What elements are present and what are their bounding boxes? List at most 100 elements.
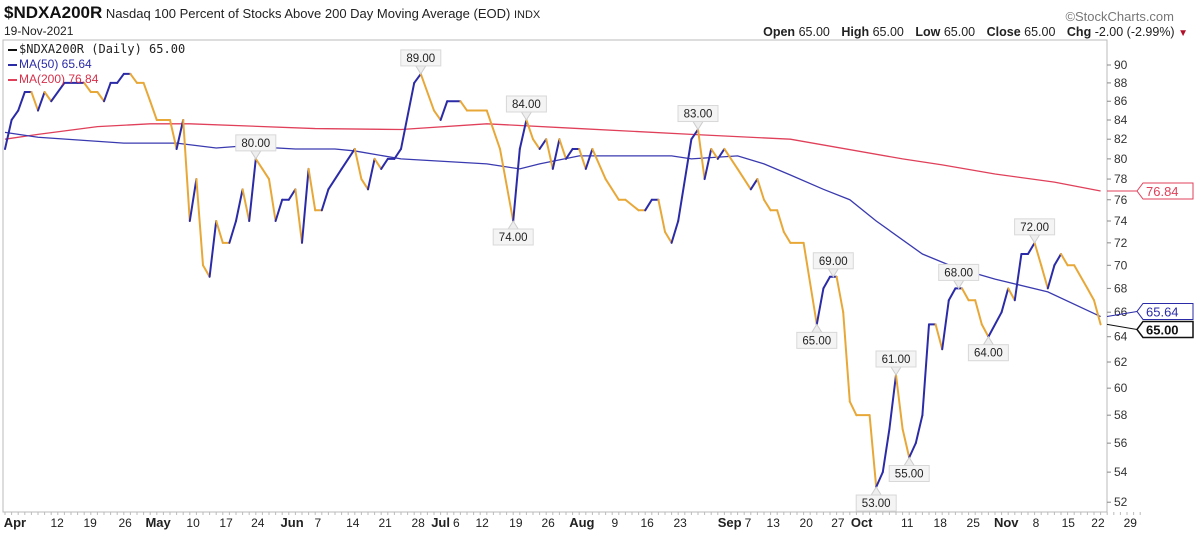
price-segment [710, 147, 719, 160]
annotation-box [492, 228, 534, 246]
annotation-label: 65.00 [802, 335, 831, 347]
legend-ma50: MA(50) 65.64 [8, 57, 185, 72]
annotation-label: 69.00 [819, 256, 848, 268]
price-segment [802, 241, 818, 326]
ma50-line [4, 131, 1101, 318]
legend-ma50-label: MA(50) 65.64 [19, 57, 92, 71]
price-segment [1073, 264, 1089, 290]
x-tick-label: 19 [83, 516, 97, 530]
symbol: $NDXA200R [4, 3, 103, 22]
price-segment [367, 157, 376, 191]
price-segment [43, 91, 53, 103]
y-tick-label: 74 [1114, 214, 1128, 228]
x-tick-label: 21 [378, 516, 392, 530]
x-tick-label: 14 [346, 516, 360, 530]
chart-date: 19-Nov-2021 [4, 24, 74, 38]
price-segment [565, 147, 574, 160]
price-segment [287, 188, 297, 201]
price-segment [941, 299, 950, 351]
price-segment [17, 91, 26, 112]
axis-value-badge [1136, 320, 1194, 339]
price-segment [10, 109, 20, 121]
annotation-box [875, 350, 917, 368]
price-segment [716, 147, 726, 160]
x-tick-label: 25 [967, 516, 981, 530]
x-tick-label: Jun [281, 515, 304, 530]
axis-value-badge-leader [1106, 323, 1138, 330]
x-tick-label: 6 [453, 516, 460, 530]
price-segment [664, 230, 673, 244]
x-tick-label: 29 [1124, 516, 1138, 530]
y-tick-label: 54 [1114, 465, 1128, 479]
price-segment [1013, 252, 1023, 302]
price-segment [914, 414, 924, 445]
price-segment [320, 188, 330, 212]
price-segment [697, 128, 706, 181]
annotation-box [855, 494, 897, 512]
x-tick-label: 9 [611, 516, 618, 530]
price-segment [908, 442, 917, 459]
price-segment [624, 198, 640, 212]
x-tick-label: Sep [718, 515, 742, 530]
price-segment [980, 323, 990, 338]
y-tick-label: 62 [1114, 355, 1128, 369]
axis-value-badge [1136, 182, 1194, 200]
annotation-box [967, 344, 1009, 362]
price-segment [235, 188, 244, 223]
price-segment [103, 81, 112, 103]
price-segment [835, 275, 845, 314]
y-tick-label: 68 [1114, 281, 1128, 295]
price-segment [274, 198, 284, 223]
price-segment [228, 220, 237, 244]
price-segment [749, 178, 759, 191]
annotation-label: 89.00 [406, 53, 435, 65]
x-tick-label: 15 [1062, 516, 1076, 530]
low-value: 65.00 [943, 25, 976, 39]
x-tick-label: Oct [851, 515, 873, 530]
x-tick-label: 19 [509, 516, 523, 530]
price-segment [96, 91, 105, 103]
high-value: 65.00 [872, 25, 904, 39]
stockcharts-logo[interactable]: ©StockCharts.com [1065, 9, 1174, 24]
x-tick-label: 12 [476, 516, 490, 530]
chart-legend: $NDXA200R (Daily) 65.00 MA(50) 65.64 MA(… [8, 42, 185, 87]
y-tick-label: 84 [1114, 113, 1128, 127]
x-tick-label: 26 [542, 516, 556, 530]
y-tick-label: 90 [1114, 58, 1128, 72]
legend-ma200: MA(200) 76.84 [8, 72, 185, 87]
price-segment [1093, 299, 1102, 326]
y-tick-label: 80 [1114, 152, 1128, 166]
price-segment [677, 138, 693, 223]
price-segment [248, 157, 257, 223]
price-segment [340, 147, 356, 170]
annotation-label: 74.00 [499, 232, 528, 244]
price-segment [268, 178, 277, 223]
open-label: Open [763, 25, 796, 39]
y-tick-label: 56 [1114, 436, 1128, 450]
price-segment [875, 471, 884, 489]
price-segment [182, 118, 191, 223]
price-segment [459, 100, 468, 112]
x-tick-label: Aug [569, 515, 594, 530]
price-segment [551, 138, 561, 170]
chg-value: -2.00 (-2.99%) [1094, 25, 1175, 39]
price-segment [723, 147, 739, 170]
annotation-label: 64.00 [974, 348, 1003, 360]
price-segment [83, 81, 92, 94]
annotation-box [677, 105, 719, 123]
y-tick-label: 58 [1114, 408, 1128, 422]
price-segment [307, 167, 317, 212]
price-segment [822, 275, 831, 290]
price-segment [901, 428, 911, 459]
price-segment [413, 72, 422, 84]
price-segment [525, 118, 534, 141]
y-tick-label: 60 [1114, 381, 1128, 395]
price-segment [974, 299, 983, 326]
annotation-box [235, 134, 277, 152]
y-tick-label: 88 [1114, 76, 1128, 90]
x-tick-label: 24 [251, 516, 265, 530]
axis-value-badge-label: 65.64 [1146, 304, 1179, 319]
price-segment [50, 81, 66, 103]
